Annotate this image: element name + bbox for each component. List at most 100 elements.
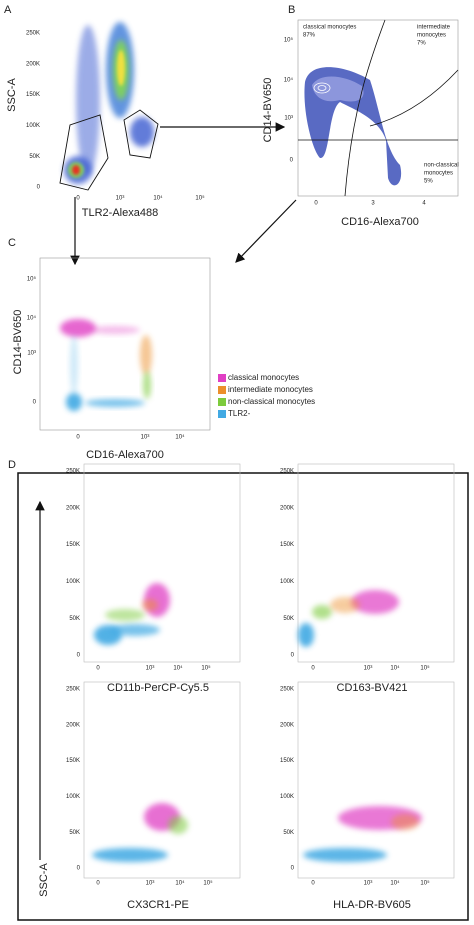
y-tick-label: 250K	[26, 31, 40, 37]
x-tick-label: 10⁴	[390, 665, 400, 672]
x-axis-label: HLA-DR-BV605	[333, 899, 411, 911]
plot-frame	[83, 463, 241, 663]
y-tick-label: 0	[291, 866, 295, 872]
x-tick-label: 3	[371, 201, 375, 207]
y-tick-label: 0	[77, 866, 81, 872]
x-tick-label: 10⁵	[195, 195, 205, 202]
y-tick-label: 100K	[26, 123, 40, 129]
annotation: 87%	[303, 33, 316, 39]
x-axis-label: CD11b-PerCP-Cy5.5	[107, 682, 209, 694]
x-axis-label: CD16-Alexa700	[341, 216, 419, 228]
panel-letter: D	[8, 459, 16, 471]
x-tick-label: 10³	[141, 435, 150, 441]
x-tick-label: 0	[76, 435, 80, 441]
y-tick-label: 100K	[66, 794, 80, 800]
annotation: intermediate	[417, 25, 451, 31]
panel-letter: C	[8, 237, 16, 249]
x-tick-label: 0	[96, 881, 100, 887]
y-axis-label: CD14-BV650	[262, 78, 274, 143]
y-tick-label: 200K	[280, 505, 294, 511]
y-tick-label: 50K	[69, 830, 80, 836]
x-tick-label: 10⁴	[175, 880, 185, 887]
x-tick-label: 0	[96, 666, 100, 672]
y-tick-label: 100K	[280, 579, 294, 585]
panel-frame	[17, 472, 469, 921]
y-tick-label: 200K	[66, 505, 80, 511]
plot-frame	[83, 681, 241, 879]
plot-frame	[297, 19, 459, 197]
x-tick-label: 10⁵	[420, 880, 430, 887]
y-axis-label: SSC-A	[6, 78, 18, 112]
x-axis-label: CD163-BV421	[337, 682, 408, 694]
y-tick-label: 0	[291, 653, 295, 659]
y-tick-label: 250K	[66, 469, 80, 475]
y-tick-label: 50K	[29, 154, 40, 160]
y-tick-label: 250K	[66, 687, 80, 693]
y-tick-label: 10³	[27, 351, 36, 357]
legend-label: TLR2-	[228, 409, 251, 418]
x-tick-label: 10⁴	[390, 880, 400, 887]
y-tick-label: 10⁴	[284, 77, 294, 84]
y-tick-label: 150K	[66, 758, 80, 764]
y-tick-label: 50K	[283, 616, 294, 622]
y-tick-label: 150K	[66, 542, 80, 548]
y-tick-label: 200K	[280, 722, 294, 728]
x-tick-label: 10³	[364, 666, 373, 672]
y-tick-label: 250K	[280, 469, 294, 475]
x-tick-label: 4	[422, 201, 426, 207]
legend-swatch	[218, 410, 226, 418]
y-tick-label: 10³	[284, 116, 293, 122]
plot-frame	[39, 257, 211, 431]
y-tick-label: 10⁴	[27, 315, 37, 322]
y-tick-label: 0	[37, 185, 41, 191]
y-tick-label: 10⁵	[284, 37, 294, 44]
x-axis-label: CD16-Alexa700	[86, 449, 164, 461]
annotation: monocytes	[424, 171, 453, 177]
x-tick-label: 10³	[116, 196, 125, 202]
x-tick-label: 10⁴	[153, 195, 163, 202]
annotation: 5%	[424, 179, 433, 185]
y-tick-label: 100K	[280, 794, 294, 800]
annotation: 7%	[417, 41, 426, 47]
legend-label: non-classical monocytes	[228, 397, 315, 406]
y-tick-label: 0	[290, 158, 294, 164]
y-tick-label: 200K	[26, 61, 40, 67]
y-tick-label: 50K	[283, 830, 294, 836]
y-tick-label: 200K	[66, 722, 80, 728]
panel-letter: A	[4, 4, 12, 16]
legend-label: intermediate monocytes	[228, 385, 313, 394]
y-axis-label: CD14-BV650	[12, 310, 24, 375]
y-tick-label: 150K	[280, 542, 294, 548]
x-tick-label: 10⁵	[203, 880, 213, 887]
x-tick-label: 10⁵	[420, 665, 430, 672]
annotation: non-classical	[424, 163, 459, 169]
x-tick-label: 0	[76, 196, 80, 202]
x-tick-label: 0	[311, 666, 315, 672]
y-tick-label: 50K	[69, 616, 80, 622]
panel-letter: B	[288, 4, 295, 16]
annotation: classical monocytes	[303, 25, 356, 31]
x-tick-label: 10³	[146, 666, 155, 672]
x-tick-label: 0	[314, 201, 318, 207]
x-tick-label: 10⁴	[175, 434, 185, 441]
x-tick-label: 0	[311, 881, 315, 887]
legend-swatch	[218, 374, 226, 382]
y-tick-label: 250K	[280, 687, 294, 693]
scatter-cloud	[60, 319, 152, 411]
plot-frame	[297, 681, 455, 879]
arrow	[235, 199, 297, 263]
x-tick-label: 10³	[364, 881, 373, 887]
x-tick-label: 10³	[146, 881, 155, 887]
y-tick-label: 150K	[280, 758, 294, 764]
legend-swatch	[218, 398, 226, 406]
legend-swatch	[218, 386, 226, 394]
plot-frame	[297, 463, 455, 663]
contour-plot	[298, 19, 459, 197]
y-tick-label: 150K	[26, 92, 40, 98]
y-tick-label: 0	[77, 653, 81, 659]
annotation: monocytes	[417, 33, 446, 39]
y-axis-label: SSC-A	[38, 863, 50, 897]
scatter-cloud	[92, 583, 422, 862]
legend-label: classical monocytes	[228, 373, 299, 382]
x-tick-label: 10⁵	[201, 665, 211, 672]
